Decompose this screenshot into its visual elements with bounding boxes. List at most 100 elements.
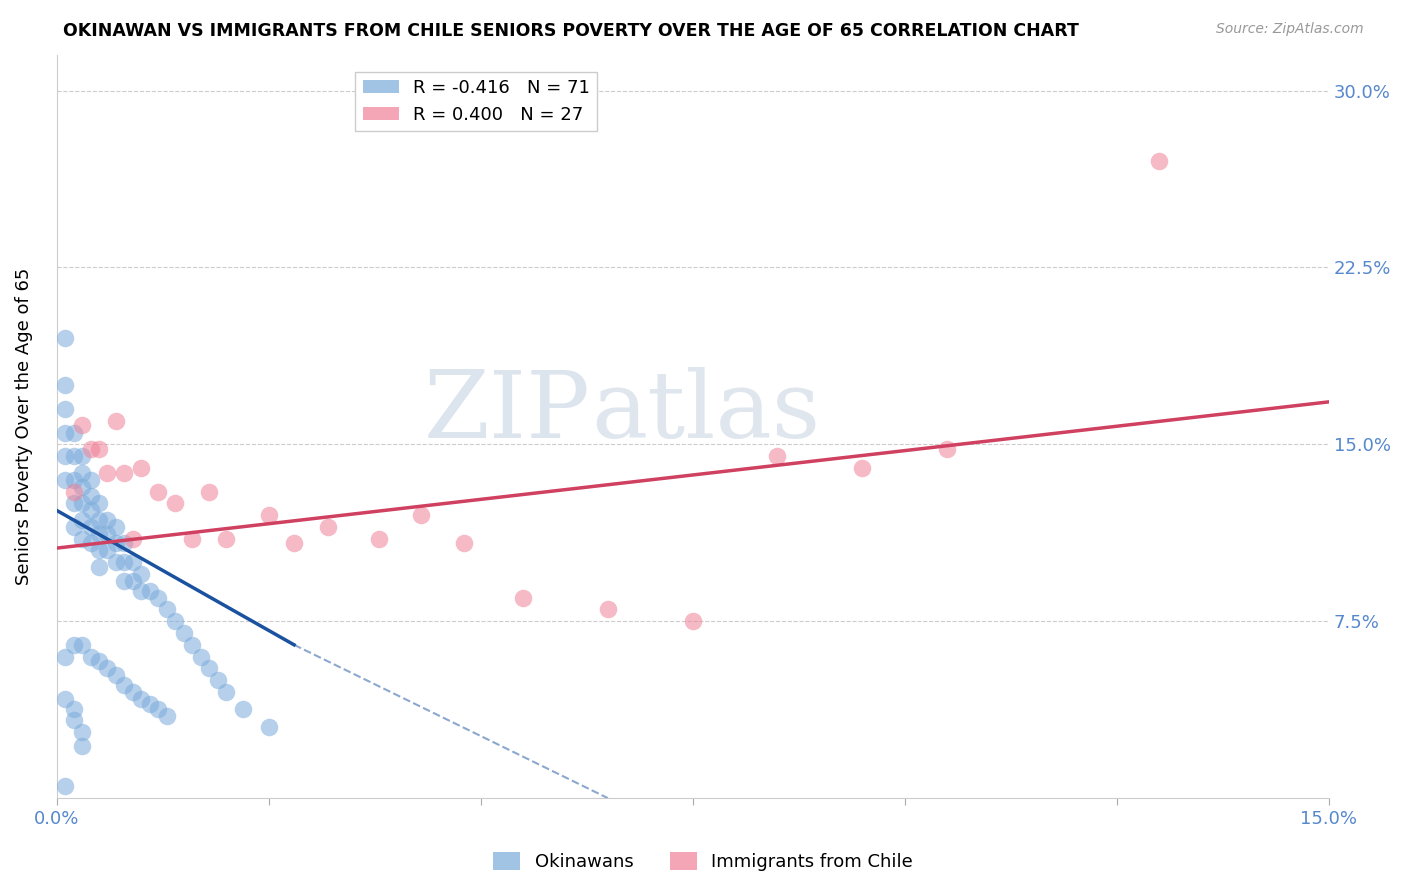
Point — [70, 638, 93, 652]
Point — [851, 461, 873, 475]
Point — [181, 638, 204, 652]
Point — [53, 449, 76, 463]
Point — [62, 638, 84, 652]
Point — [79, 536, 101, 550]
Y-axis label: Seniors Poverty Over the Age of 65: Seniors Poverty Over the Age of 65 — [15, 268, 32, 585]
Point — [79, 442, 101, 456]
Point — [114, 678, 136, 692]
Point — [283, 536, 305, 550]
Point — [62, 701, 84, 715]
Point — [70, 449, 93, 463]
Point — [257, 720, 280, 734]
Point — [87, 513, 110, 527]
Point — [215, 532, 238, 546]
Point — [70, 466, 93, 480]
Point — [62, 449, 84, 463]
Point — [87, 543, 110, 558]
Point — [104, 555, 127, 569]
Point — [114, 536, 136, 550]
Point — [79, 520, 101, 534]
Point — [53, 692, 76, 706]
Point — [53, 378, 76, 392]
Point — [165, 614, 187, 628]
Point — [682, 614, 704, 628]
Point — [62, 714, 84, 728]
Point — [70, 725, 93, 739]
Point — [257, 508, 280, 522]
Point — [96, 543, 118, 558]
Point — [596, 602, 619, 616]
Point — [181, 532, 204, 546]
Point — [96, 466, 118, 480]
Point — [70, 496, 93, 510]
Point — [87, 560, 110, 574]
Point — [96, 527, 118, 541]
Point — [104, 414, 127, 428]
Point — [512, 591, 534, 605]
Point — [122, 574, 145, 588]
Point — [70, 513, 93, 527]
Point — [104, 668, 127, 682]
Point — [156, 708, 179, 723]
Point — [173, 626, 195, 640]
Point — [70, 480, 93, 494]
Point — [62, 496, 84, 510]
Point — [87, 654, 110, 668]
Point — [148, 701, 170, 715]
Point — [198, 661, 221, 675]
Point — [53, 473, 76, 487]
Point — [79, 473, 101, 487]
Point — [367, 532, 389, 546]
Point — [79, 649, 101, 664]
Point — [232, 701, 254, 715]
Point — [766, 449, 789, 463]
Point — [207, 673, 229, 688]
Point — [139, 697, 162, 711]
Point — [131, 583, 153, 598]
Point — [148, 484, 170, 499]
Point — [190, 649, 212, 664]
Point — [148, 591, 170, 605]
Point — [316, 520, 339, 534]
Point — [62, 484, 84, 499]
Text: Source: ZipAtlas.com: Source: ZipAtlas.com — [1216, 22, 1364, 37]
Point — [215, 685, 238, 699]
Point — [411, 508, 433, 522]
Point — [453, 536, 475, 550]
Point — [156, 602, 179, 616]
Point — [53, 331, 76, 345]
Point — [96, 513, 118, 527]
Point — [53, 649, 76, 664]
Point — [131, 567, 153, 582]
Point — [122, 555, 145, 569]
Text: OKINAWAN VS IMMIGRANTS FROM CHILE SENIORS POVERTY OVER THE AGE OF 65 CORRELATION: OKINAWAN VS IMMIGRANTS FROM CHILE SENIOR… — [63, 22, 1080, 40]
Point — [79, 503, 101, 517]
Point — [53, 780, 76, 794]
Point — [70, 739, 93, 754]
Point — [70, 418, 93, 433]
Point — [139, 583, 162, 598]
Legend: R = -0.416   N = 71, R = 0.400   N = 27: R = -0.416 N = 71, R = 0.400 N = 27 — [356, 71, 598, 131]
Point — [79, 489, 101, 503]
Point — [87, 442, 110, 456]
Point — [114, 555, 136, 569]
Point — [122, 532, 145, 546]
Point — [131, 461, 153, 475]
Text: atlas: atlas — [591, 367, 820, 457]
Point — [62, 520, 84, 534]
Point — [165, 496, 187, 510]
Point — [114, 466, 136, 480]
Point — [122, 685, 145, 699]
Point — [62, 473, 84, 487]
Legend: Okinawans, Immigrants from Chile: Okinawans, Immigrants from Chile — [486, 845, 920, 879]
Point — [104, 536, 127, 550]
Point — [104, 520, 127, 534]
Point — [198, 484, 221, 499]
Point — [53, 425, 76, 440]
Point — [87, 496, 110, 510]
Point — [114, 574, 136, 588]
Point — [53, 401, 76, 416]
Point — [70, 532, 93, 546]
Point — [87, 527, 110, 541]
Text: ZIP: ZIP — [425, 367, 591, 457]
